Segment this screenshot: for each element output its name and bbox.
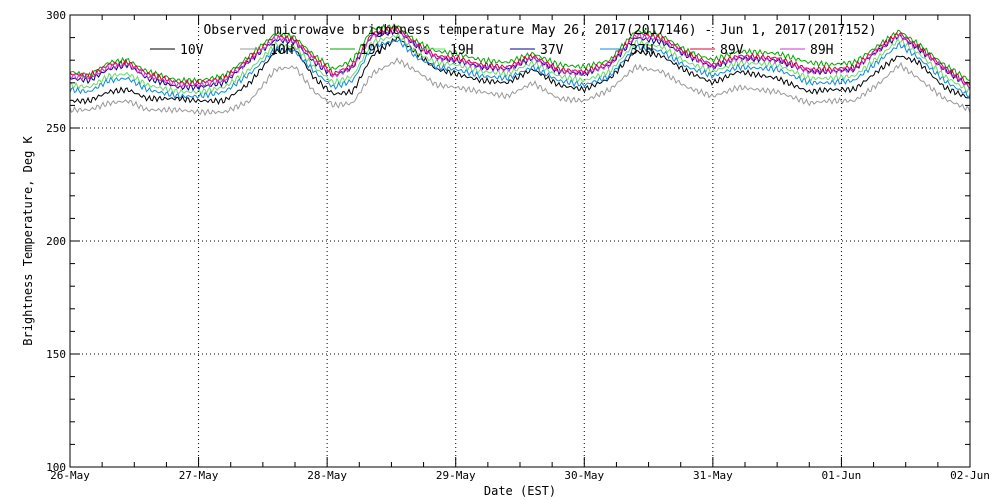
x-axis-label: Date (EST) (484, 484, 556, 498)
x-tick-label-2: 28-May (307, 469, 347, 482)
x-tick-label-3: 29-May (436, 469, 476, 482)
y-tick-label-0: 100 (46, 461, 66, 474)
axis-ticks: 100 150 200 250 300 26-May 27-May 28-May 29-May 3… (46, 9, 990, 482)
y-tick-label-2: 200 (46, 235, 66, 248)
x-tick-label-7: 02-Jun (950, 469, 990, 482)
legend: 10V 10H 19V 19H 37V 37H 89V 89H (150, 43, 833, 58)
series-line-10H (69, 57, 971, 117)
grid (70, 15, 970, 467)
chart-title: Observed microwave brightness temperatur… (203, 23, 876, 38)
y-axis-label: Brightness Temperature, Deg K (21, 135, 35, 345)
y-tick-label-1: 150 (46, 348, 66, 361)
x-tick-label-1: 27-May (179, 469, 219, 482)
legend-label-19H: 19H (450, 43, 473, 58)
x-tick-label-6: 01-Jun (822, 469, 862, 482)
series-line-89H (69, 29, 971, 90)
series-line-89V (69, 24, 971, 87)
series-line-37H (69, 38, 971, 100)
legend-label-10V: 10V (180, 43, 204, 58)
legend-label-10H: 10H (270, 43, 293, 58)
x-tick-label-5: 31-May (693, 469, 733, 482)
series-line-19H (69, 32, 971, 95)
y-tick-label-4: 300 (46, 9, 66, 22)
y-tick-label-3: 250 (46, 122, 66, 135)
series-line-10V (69, 36, 971, 106)
legend-label-89H: 89H (810, 43, 833, 58)
legend-label-37V: 37V (540, 43, 564, 58)
x-tick-label-4: 30-May (564, 469, 604, 482)
legend-label-89V: 89V (720, 43, 744, 58)
legend-label-19V: 19V (360, 43, 384, 58)
x-tick-label-0: 26-May (50, 469, 90, 482)
legend-label-37H: 37H (630, 43, 653, 58)
series-lines (69, 23, 971, 117)
